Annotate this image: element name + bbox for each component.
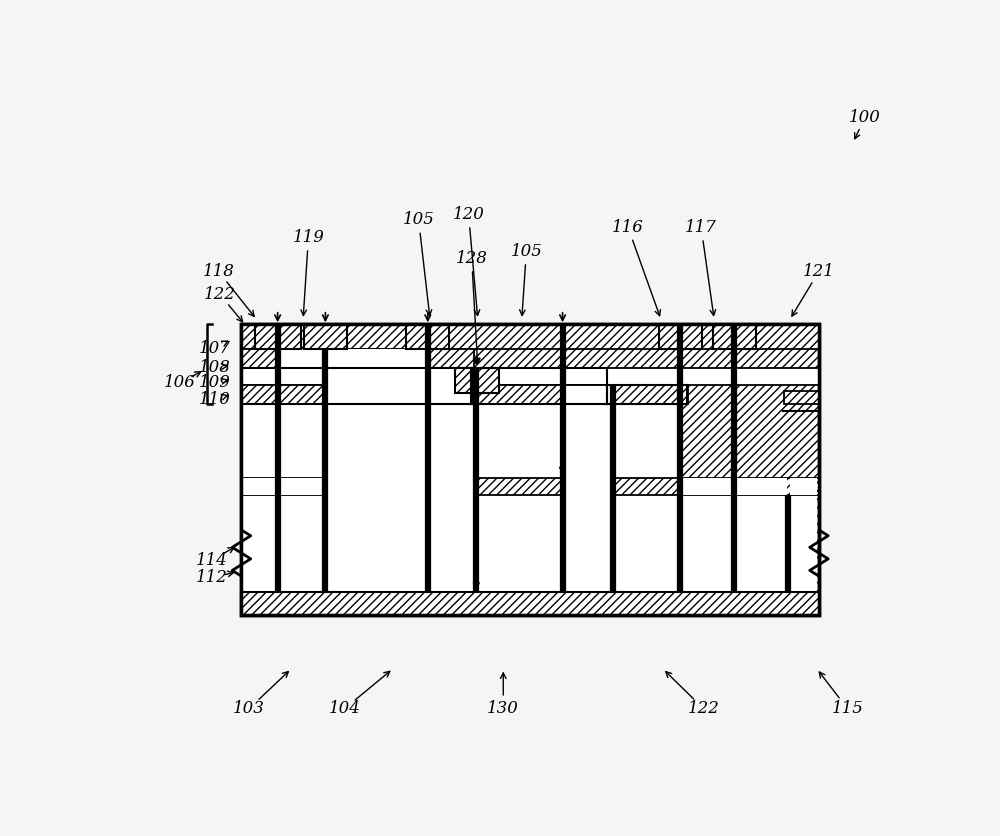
Text: 116: 116 (612, 219, 644, 236)
Bar (784, 391, 819, 405)
Text: 118: 118 (202, 263, 234, 280)
Text: 115: 115 (832, 700, 863, 717)
Bar (327, 349, 426, 592)
Bar (736, 495, 787, 592)
Text: 114: 114 (196, 552, 228, 568)
Bar (472, 385, 609, 405)
Text: 120: 120 (453, 206, 485, 222)
Bar (279, 349, 324, 369)
Text: 110: 110 (199, 390, 230, 408)
Bar (241, 349, 474, 369)
Bar (659, 324, 702, 349)
Bar (279, 478, 324, 495)
Text: 128: 128 (456, 250, 488, 267)
Text: 105: 105 (403, 212, 434, 228)
Text: 130: 130 (487, 700, 519, 717)
Bar (241, 324, 819, 614)
Bar (790, 495, 817, 592)
Bar (327, 369, 426, 592)
Text: 105: 105 (510, 242, 542, 260)
Bar (241, 592, 819, 614)
Bar (241, 385, 474, 405)
Bar (609, 385, 688, 405)
Bar (243, 478, 278, 495)
Bar (241, 324, 819, 614)
Bar (736, 478, 787, 495)
Text: 122: 122 (204, 286, 236, 303)
Text: 107: 107 (199, 339, 230, 357)
Bar (406, 324, 449, 349)
Bar (682, 495, 733, 592)
Text: 100: 100 (849, 109, 881, 125)
Bar (614, 405, 679, 592)
Text: 104: 104 (329, 700, 361, 717)
Text: 119: 119 (293, 229, 324, 246)
Bar (713, 324, 756, 349)
Bar (429, 369, 475, 592)
Bar (564, 387, 611, 592)
Bar (429, 370, 475, 592)
Bar (304, 324, 347, 349)
Text: 106: 106 (164, 375, 196, 391)
Bar (478, 405, 561, 592)
Text: 121: 121 (803, 263, 835, 280)
Text: 117: 117 (685, 219, 717, 236)
Text: 109: 109 (199, 375, 230, 391)
Bar (564, 386, 611, 592)
Text: 108: 108 (199, 359, 230, 376)
Bar (241, 369, 819, 385)
Bar (682, 478, 733, 495)
Text: 122: 122 (688, 700, 719, 717)
Bar (455, 368, 499, 393)
Bar (279, 369, 324, 592)
Bar (243, 405, 276, 592)
Bar (255, 324, 301, 349)
Bar (241, 477, 819, 495)
Text: 103: 103 (233, 700, 265, 717)
Bar (279, 349, 324, 369)
Bar (241, 324, 819, 349)
Bar (790, 478, 817, 495)
Text: 112: 112 (196, 569, 228, 586)
